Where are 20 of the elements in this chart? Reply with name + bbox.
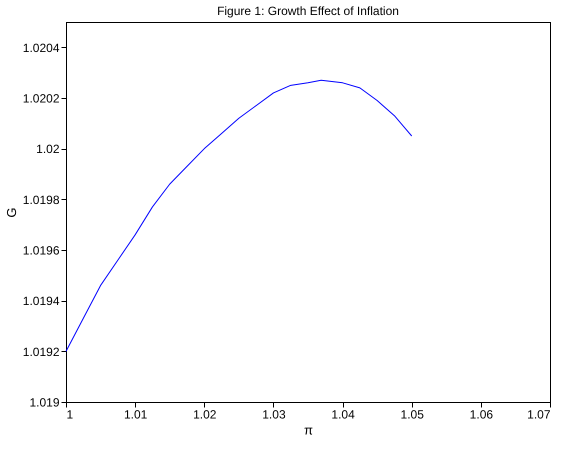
y-tick-label: 1.0204 — [22, 40, 60, 55]
x-axis-title: π — [304, 422, 314, 438]
x-tick-label: 1 — [66, 408, 74, 422]
x-tick-label: 1.03 — [262, 408, 286, 422]
y-tick-label: 1.0202 — [22, 92, 60, 106]
x-tick-label: 1.07 — [527, 408, 551, 422]
y-axis-title: G — [4, 207, 19, 218]
chart-title: Figure 1: Growth Effect of Inflation — [217, 4, 399, 18]
y-tick-label: 1.0192 — [22, 344, 60, 359]
y-tick-label: 1.0196 — [22, 244, 60, 258]
x-tick-label: 1.02 — [193, 408, 217, 422]
x-tick-label: 1.05 — [400, 408, 424, 422]
y-tick-label: 1.02 — [36, 142, 60, 156]
x-tick-label: 1.01 — [124, 408, 148, 422]
x-tick-label: 1.04 — [331, 408, 356, 422]
y-tick-label: 1.0194 — [22, 294, 60, 308]
line-series — [66, 80, 412, 352]
x-tick-label: 1.06 — [470, 408, 494, 422]
y-tick-label: 1.0198 — [22, 192, 60, 207]
y-tick-label: 1.019 — [29, 396, 60, 410]
